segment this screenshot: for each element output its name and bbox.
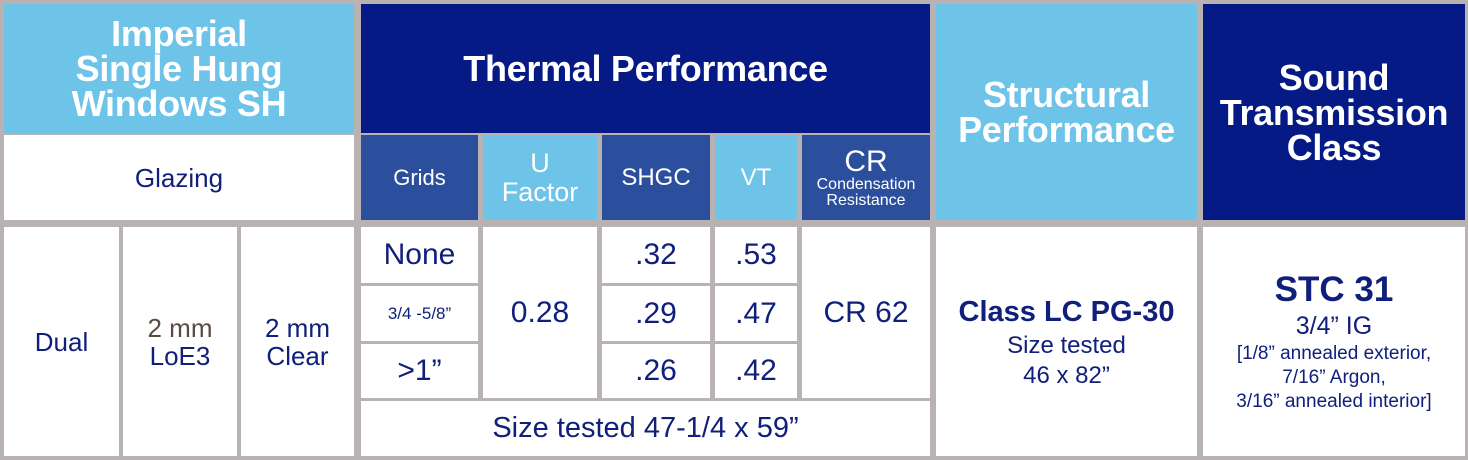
- sound-ig: 3/4” IG: [1295, 311, 1373, 340]
- u-factor-header-line-2: Factor: [501, 176, 579, 207]
- grids-row-1-value: None: [383, 238, 456, 271]
- structural-performance-header: Structural Performance: [936, 4, 1197, 220]
- structural-header-line-1: Structural: [982, 74, 1151, 115]
- glazing-header: Glazing: [4, 135, 354, 220]
- glazing-type-cell: Dual: [4, 227, 119, 456]
- u-factor-value: 0.28: [510, 295, 570, 329]
- shgc-header: SHGC: [602, 135, 710, 220]
- structural-rating: Class LC PG-30: [958, 295, 1175, 328]
- cr-header-line-1: CR: [844, 144, 888, 178]
- glazing-outer-line-2: Clear: [266, 340, 329, 371]
- product-title-line-2: Single Hung: [75, 48, 283, 89]
- sound-rating: STC 31: [1274, 269, 1394, 309]
- vt-row-2: .47: [715, 286, 797, 341]
- shgc-row-2-value: .29: [635, 296, 677, 330]
- thermal-performance-header: Thermal Performance: [361, 4, 930, 133]
- grids-row-2: 3/4 -5/8”: [361, 286, 478, 341]
- sound-detail-line-3: 3/16” annealed interior]: [1236, 390, 1432, 412]
- sound-value-cell: STC 31 3/4” IG [1/8” annealed exterior, …: [1203, 227, 1465, 456]
- thermal-size-tested: Size tested 47-1/4 x 59”: [492, 412, 799, 444]
- glazing-inner-cell: 2 mm LoE3: [123, 227, 237, 456]
- vt-row-3-value: .42: [735, 354, 777, 387]
- grids-row-1: None: [361, 227, 478, 283]
- glazing-outer-line-1: 2 mm: [265, 312, 330, 343]
- cr-value-cell: CR 62: [802, 227, 930, 398]
- vt-row-1-value: .53: [735, 238, 777, 271]
- shgc-header-label: SHGC: [621, 163, 691, 191]
- shgc-row-2: .29: [602, 286, 710, 341]
- sound-detail-line-2: 7/16” Argon,: [1282, 366, 1386, 388]
- shgc-row-3: .26: [602, 344, 710, 398]
- cr-header-line-3: Resistance: [826, 191, 906, 209]
- sound-detail-line-1: [1/8” annealed exterior,: [1236, 342, 1432, 364]
- sound-header-line-3: Class: [1286, 126, 1382, 168]
- vt-header-label: VT: [740, 163, 772, 191]
- grids-row-3: >1”: [361, 344, 478, 398]
- vt-row-3: .42: [715, 344, 797, 398]
- shgc-row-1: .32: [602, 227, 710, 283]
- product-title-line-1: Imperial: [111, 13, 247, 54]
- vt-row-2-value: .47: [735, 296, 777, 330]
- cr-value: CR 62: [823, 295, 909, 329]
- grids-row-2-value: 3/4 -5/8”: [387, 303, 452, 323]
- u-factor-cell: 0.28: [483, 227, 597, 398]
- glazing-header-label: Glazing: [134, 162, 224, 193]
- grids-header-label: Grids: [393, 164, 446, 190]
- structural-header-line-2: Performance: [958, 109, 1175, 150]
- sound-transmission-header: Sound Transmission Class: [1203, 4, 1465, 220]
- glazing-inner-line-2: LoE3: [149, 340, 211, 371]
- glazing-type: Dual: [34, 326, 89, 357]
- product-title: Imperial Single Hung Windows SH: [4, 4, 354, 133]
- grids-row-3-value: >1”: [397, 354, 442, 387]
- structural-size-label: Size tested: [1007, 331, 1126, 359]
- u-factor-header-line-1: U: [530, 147, 550, 178]
- glazing-inner-line-1: 2 mm: [147, 312, 213, 343]
- vt-header: VT: [715, 135, 797, 220]
- shgc-row-1-value: .32: [635, 238, 677, 271]
- structural-value-cell: Class LC PG-30 Size tested 46 x 82”: [936, 227, 1197, 456]
- product-title-line-3: Windows SH: [71, 83, 287, 124]
- glazing-outer-cell: 2 mm Clear: [241, 227, 354, 456]
- vt-row-1: .53: [715, 227, 797, 283]
- cr-header-line-2: Condensation: [816, 175, 916, 193]
- cr-header: CR Condensation Resistance: [802, 135, 930, 220]
- structural-size: 46 x 82”: [1023, 361, 1110, 389]
- sound-header-line-2: Transmission: [1219, 91, 1449, 133]
- thermal-size-tested-cell: Size tested 47-1/4 x 59”: [361, 401, 930, 456]
- u-factor-header: U Factor: [483, 135, 597, 220]
- shgc-row-3-value: .26: [635, 354, 677, 387]
- sound-header-line-1: Sound: [1278, 56, 1390, 98]
- thermal-performance-label: Thermal Performance: [463, 48, 828, 89]
- grids-header: Grids: [361, 135, 478, 220]
